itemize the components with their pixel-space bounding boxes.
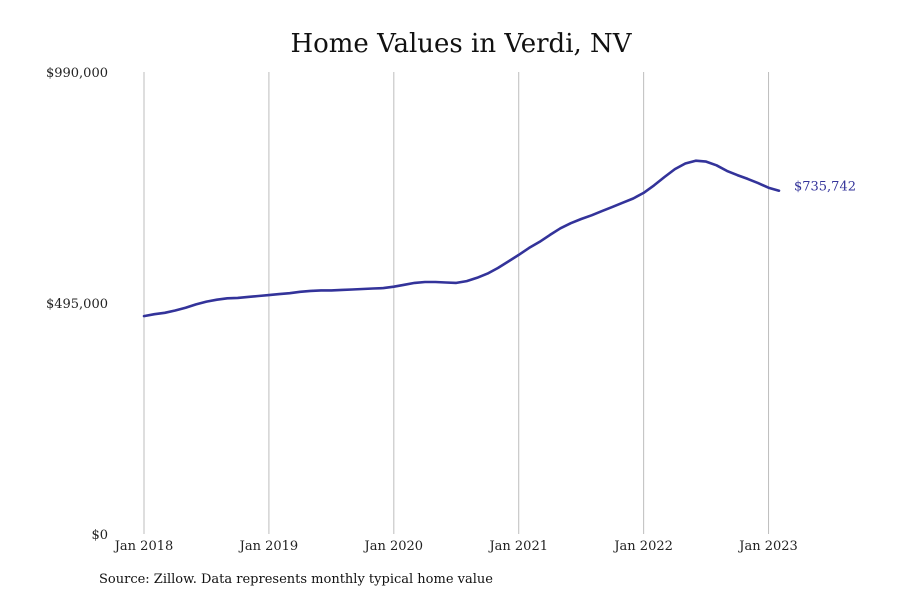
y-tick-label: $990,000 (46, 66, 108, 81)
vertical-gridlines (143, 72, 770, 534)
x-tick-label: Jan 2022 (612, 539, 673, 554)
last-value-label: $735,742 (794, 180, 856, 195)
x-tick-label: Jan 2020 (363, 539, 424, 554)
x-tick-label: Jan 2018 (113, 539, 174, 554)
x-tick-label: Jan 2019 (238, 539, 299, 554)
home-value-series-line (142, 159, 781, 318)
y-tick-label: $0 (91, 528, 108, 543)
x-tick-label: Jan 2021 (487, 539, 548, 554)
chart-title: Home Values in Verdi, NV (290, 29, 632, 59)
y-tick-label: $495,000 (46, 297, 108, 312)
y-axis-tick-labels: $0 $495,000 $990,000 (46, 66, 108, 543)
x-axis-tick-labels: Jan 2018 Jan 2019 Jan 2020 Jan 2021 Jan 2022… (113, 539, 798, 554)
x-tick-label: Jan 2023 (737, 539, 798, 554)
source-note: Source: Zillow. Data represents monthly … (99, 572, 493, 587)
